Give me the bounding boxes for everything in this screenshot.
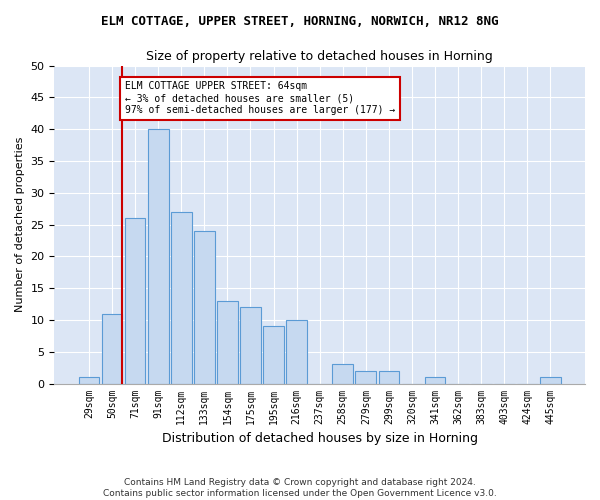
Bar: [263, 326, 284, 384]
Y-axis label: Number of detached properties: Number of detached properties: [15, 137, 25, 312]
X-axis label: Distribution of detached houses by size in Horning: Distribution of detached houses by size …: [162, 432, 478, 445]
Title: Size of property relative to detached houses in Horning: Size of property relative to detached ho…: [146, 50, 493, 63]
Bar: [332, 364, 353, 384]
Bar: [217, 301, 238, 384]
Bar: [171, 212, 191, 384]
Bar: [355, 371, 376, 384]
Bar: [148, 129, 169, 384]
Bar: [540, 377, 561, 384]
Bar: [240, 307, 261, 384]
Text: ELM COTTAGE UPPER STREET: 64sqm
← 3% of detached houses are smaller (5)
97% of s: ELM COTTAGE UPPER STREET: 64sqm ← 3% of …: [125, 82, 395, 114]
Text: ELM COTTAGE, UPPER STREET, HORNING, NORWICH, NR12 8NG: ELM COTTAGE, UPPER STREET, HORNING, NORW…: [101, 15, 499, 28]
Bar: [79, 377, 99, 384]
Bar: [425, 377, 445, 384]
Bar: [125, 218, 145, 384]
Bar: [286, 320, 307, 384]
Bar: [379, 371, 400, 384]
Bar: [194, 231, 215, 384]
Text: Contains HM Land Registry data © Crown copyright and database right 2024.
Contai: Contains HM Land Registry data © Crown c…: [103, 478, 497, 498]
Bar: [101, 314, 122, 384]
